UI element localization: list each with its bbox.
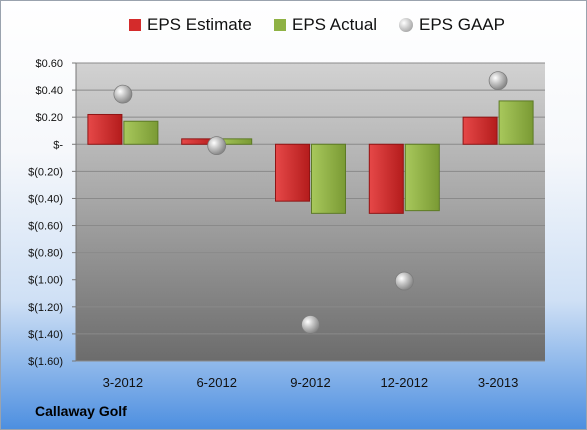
- actual-bar: [123, 120, 159, 145]
- y-tick-label: $0.40: [35, 85, 63, 97]
- y-tick-label: $(0.60): [28, 221, 63, 233]
- legend-swatch-actual: [274, 19, 286, 31]
- y-tick-label: $-: [53, 139, 63, 151]
- gaap-marker: [394, 271, 414, 291]
- x-tick-label: 9-2012: [290, 375, 330, 390]
- legend-item-estimate: EPS Estimate: [129, 15, 252, 35]
- legend-marker-gaap: [399, 18, 413, 32]
- y-axis-ticks: $0.60 $0.40 $0.20 $- $(0.20) $(0.40) $(0.60) $(…: [28, 58, 63, 368]
- actual-bar: [498, 100, 534, 145]
- y-tick-label: $0.60: [35, 58, 63, 70]
- actual-bar: [311, 143, 346, 214]
- y-tick-label: $(1.20): [28, 302, 63, 314]
- y-tick-label: $(0.40): [28, 193, 63, 205]
- gaap-markers: [113, 71, 508, 334]
- bars: [87, 100, 534, 214]
- x-tick-label: 12-2012: [380, 375, 428, 390]
- gaap-marker: [113, 84, 133, 104]
- estimate-bar: [368, 143, 404, 214]
- x-tick-label: 6-2012: [196, 375, 236, 390]
- plot-area: [76, 63, 545, 361]
- gaap-marker: [488, 71, 508, 91]
- legend: EPS Estimate EPS Actual EPS GAAP: [1, 15, 586, 45]
- legend-item-actual: EPS Actual: [274, 15, 377, 35]
- estimate-bar: [462, 116, 498, 145]
- legend-label-gaap: EPS GAAP: [419, 15, 505, 34]
- x-axis-labels: 3-2012 6-2012 9-2012 12-2012 3-2013: [103, 375, 519, 390]
- gaap-marker: [301, 315, 320, 334]
- y-tick-label: $(0.20): [28, 166, 63, 178]
- x-tick-label: 3-2013: [478, 375, 518, 390]
- legend-swatch-estimate: [129, 19, 141, 31]
- gaap-marker: [207, 136, 227, 156]
- gridlines: [72, 62, 545, 362]
- estimate-bar: [275, 143, 310, 202]
- y-tick-label: $0.20: [35, 112, 63, 124]
- y-tick-label: $(1.40): [28, 329, 63, 341]
- y-tick-label: $(1.60): [28, 356, 63, 368]
- x-tick-label: 3-2012: [103, 375, 143, 390]
- estimate-bar: [87, 113, 123, 145]
- actual-bar: [404, 143, 440, 212]
- legend-label-actual: EPS Actual: [292, 15, 378, 34]
- legend-label-estimate: EPS Estimate: [147, 15, 252, 34]
- company-name: Callaway Golf: [35, 403, 127, 419]
- y-tick-label: $(1.00): [28, 275, 63, 287]
- legend-item-gaap: EPS GAAP: [399, 15, 505, 35]
- y-tick-label: $(0.80): [28, 248, 63, 260]
